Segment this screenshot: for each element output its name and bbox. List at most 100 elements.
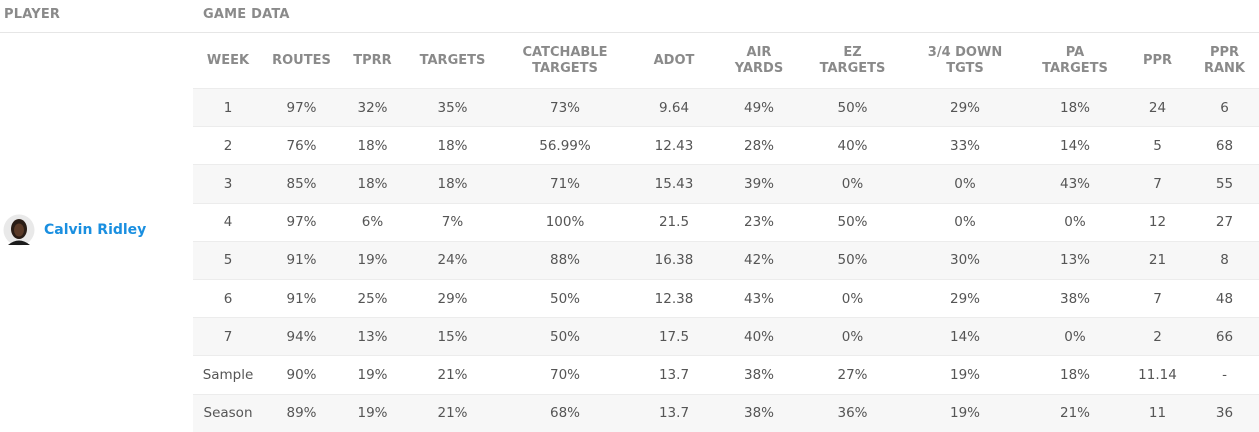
table-cell: 6 (193, 278, 263, 318)
table-cell: 23% (718, 202, 800, 242)
table-cell: 5 (1125, 126, 1190, 165)
game-data-table: WEEK ROUTES TPRR TARGETS CATCHABLE TARGETS AD… (193, 33, 1259, 432)
column-header: WEEK (206, 52, 250, 68)
column-header: PPR RANK (1203, 44, 1246, 76)
table-cell: 76% (263, 126, 340, 165)
table-cell: 7 (193, 317, 263, 356)
table-cell: 0% (800, 164, 905, 204)
table-cell: 97% (263, 202, 340, 242)
table-cell: 16.38 (630, 240, 718, 280)
table-cell: 7 (1125, 278, 1190, 318)
table-cell: - (1190, 355, 1259, 394)
table-cell: 97% (263, 87, 340, 127)
table-cell: 18% (405, 126, 500, 165)
table-cell: 21% (1025, 393, 1125, 432)
table-cell: 0% (800, 278, 905, 318)
table-cell: 27% (800, 355, 905, 394)
table-cell: 6% (340, 202, 405, 242)
table-cell: 18% (340, 164, 405, 204)
table-row: Season 89% 19% 21% 68% 13.7 38% 36% 19% 21% 11 36 (193, 393, 1259, 432)
table-cell: 12 (1125, 202, 1190, 242)
table-cell: 19% (905, 393, 1025, 432)
table-cell: 88% (500, 240, 630, 280)
table-cell: 39% (718, 164, 800, 204)
table-cell: 19% (905, 355, 1025, 394)
table-cell: 38% (718, 355, 800, 394)
table-cell: 42% (718, 240, 800, 280)
table-cell: 6 (1190, 87, 1259, 127)
column-header: TPRR (353, 52, 392, 68)
column-header: ROUTES (272, 52, 331, 68)
table-cell: 90% (263, 355, 340, 394)
table-row: 7 94% 13% 15% 50% 17.5 40% 0% 14% 0% 2 66 (193, 317, 1259, 356)
table-body: 1 97% 32% 35% 73% 9.64 49% 50% 29% 18% 24 6 2 76% 18% 1… (193, 87, 1259, 432)
table-cell: 30% (905, 240, 1025, 280)
header-row: WEEK ROUTES TPRR TARGETS CATCHABLE TARGETS AD… (193, 33, 1259, 89)
table-cell: 19% (340, 393, 405, 432)
column-header: PPR (1142, 52, 1173, 68)
table-cell: 27 (1190, 202, 1259, 242)
table-cell: 50% (800, 202, 905, 242)
table-cell: 28% (718, 126, 800, 165)
table-cell: 43% (1025, 164, 1125, 204)
table-cell: 32% (340, 87, 405, 127)
table-cell: 11.14 (1125, 355, 1190, 394)
table-cell: 21 (1125, 240, 1190, 280)
table-cell: 56.99% (500, 126, 630, 165)
table-cell: 0% (800, 317, 905, 356)
table-cell: 0% (1025, 317, 1125, 356)
table-cell: 12.43 (630, 126, 718, 165)
table-cell: 0% (905, 202, 1025, 242)
table-cell: 9.64 (630, 87, 718, 127)
table-row: 6 91% 25% 29% 50% 12.38 43% 0% 29% 38% 7 48 (193, 278, 1259, 318)
table-cell: 7 (1125, 164, 1190, 204)
table-cell: 0% (1025, 202, 1125, 242)
table-cell: 18% (1025, 355, 1125, 394)
table-cell: 33% (905, 126, 1025, 165)
table-cell: 17.5 (630, 317, 718, 356)
table-cell: 48 (1190, 278, 1259, 318)
table-cell: 73% (500, 87, 630, 127)
table-cell: 2 (193, 126, 263, 165)
table-cell: 50% (800, 240, 905, 280)
table-cell: 40% (800, 126, 905, 165)
table-cell: 18% (405, 164, 500, 204)
player-name[interactable]: Calvin Ridley (44, 222, 147, 238)
table-cell: 50% (500, 278, 630, 318)
table-cell: 55 (1190, 164, 1259, 204)
column-header: ADOT (653, 52, 695, 68)
table-cell: 13% (1025, 240, 1125, 280)
table-cell: 19% (340, 355, 405, 394)
game-data-header: GAME DATA (203, 7, 290, 22)
table-cell: 43% (718, 278, 800, 318)
table-cell: 91% (263, 240, 340, 280)
table-cell: 94% (263, 317, 340, 356)
table-cell: 21.5 (630, 202, 718, 242)
table-cell: 13% (340, 317, 405, 356)
table-cell: 5 (193, 240, 263, 280)
column-header: 3/4 DOWN TGTS (927, 44, 1003, 76)
table-cell: 40% (718, 317, 800, 356)
table-cell: 19% (340, 240, 405, 280)
table-cell: 1 (193, 87, 263, 127)
table-cell: 68 (1190, 126, 1259, 165)
table-cell: 7% (405, 202, 500, 242)
table-cell: 13.7 (630, 393, 718, 432)
table-cell: 13.7 (630, 355, 718, 394)
table-row: 3 85% 18% 18% 71% 15.43 39% 0% 0% 43% 7 55 (193, 164, 1259, 204)
table-row: 5 91% 19% 24% 88% 16.38 42% 50% 30% 13% 21 8 (193, 240, 1259, 280)
header-bar: PLAYER GAME DATA (0, 0, 1259, 33)
table-cell: 38% (718, 393, 800, 432)
table-cell: 24% (405, 240, 500, 280)
column-header: TARGETS (419, 52, 486, 68)
table-cell: 3 (193, 164, 263, 204)
table-cell: 50% (800, 87, 905, 127)
table-cell: Season (193, 393, 263, 432)
table-cell: 29% (905, 87, 1025, 127)
table-cell: 66 (1190, 317, 1259, 356)
table-cell: 100% (500, 202, 630, 242)
table-cell: 12.38 (630, 278, 718, 318)
player-avatar (3, 214, 35, 246)
player-header: PLAYER (4, 7, 61, 22)
